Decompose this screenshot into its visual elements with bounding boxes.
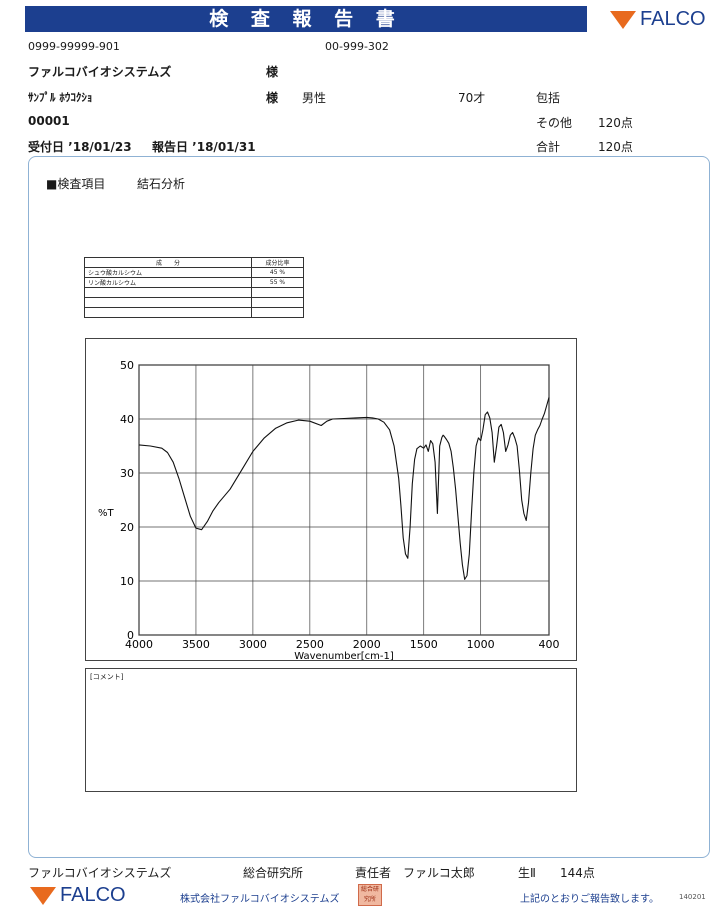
y-axis-label: %T: [98, 508, 115, 519]
total-points: 120点: [598, 140, 633, 154]
footer-item: 生Ⅱ: [518, 866, 536, 880]
comment-box: [コメント]: [85, 668, 577, 792]
client-code: 0999-99999-901: [28, 40, 120, 53]
spectrum-chart-frame: 4000 3500 3000 2500 2000 1500 1000 400 0 10 20 30 40…: [85, 338, 577, 662]
component-name: [84, 297, 252, 308]
x-tick-label: 400: [539, 638, 560, 651]
sample-name: ｻﾝﾌﾟﾙ ﾎｳｺｸｼｮ: [28, 91, 93, 104]
table-row: シュウ酸カルシウム 45 %: [84, 267, 304, 278]
comment-label: [コメント]: [90, 673, 124, 681]
x-tick-label: 4000: [125, 638, 153, 651]
spectrum-chart: 4000 3500 3000 2500 2000 1500 1000 400010203040…: [98, 359, 560, 662]
report-title: 検 査 報 告 書: [25, 6, 587, 32]
table-header-row: 成 分 成分比率: [84, 257, 304, 268]
y-tick-label: 50: [120, 359, 134, 372]
component-ratio: [251, 287, 304, 298]
y-tick-label: 0: [127, 629, 134, 642]
company-name: 株式会社ファルコバイオシステムズ: [180, 894, 340, 905]
responsible-label: 責任者: [355, 866, 392, 880]
responsible-name: ファルコ太郎: [403, 866, 475, 880]
patient-age: 70才: [458, 91, 486, 105]
component-ratio: [251, 297, 304, 308]
x-tick-label: 2000: [353, 638, 381, 651]
falco-mark-icon: [30, 886, 56, 905]
other-points: 120点: [598, 116, 633, 130]
y-tick-label: 10: [120, 575, 134, 588]
test-name: 結石分析: [137, 177, 186, 191]
y-tick-label: 30: [120, 467, 134, 480]
x-tick-label: 1000: [467, 638, 495, 651]
footer-brand: FALCO: [60, 884, 126, 906]
column-header-component: 成 分: [84, 257, 252, 268]
component-name: [84, 287, 252, 298]
table-row: [84, 287, 304, 298]
falco-mark-icon: [610, 10, 636, 29]
plot-area: [138, 364, 550, 636]
company-seal: 総合研究所: [358, 884, 382, 906]
spectrum-line: [138, 397, 550, 580]
results-frame: [28, 156, 710, 858]
other-label: その他: [536, 116, 573, 130]
reported-date: 報告日 ’18/01/31: [152, 140, 256, 154]
category-label: 包括: [536, 91, 561, 105]
table-row: [84, 307, 304, 318]
table-row: [84, 297, 304, 308]
table-row: リン酸カルシウム 55 %: [84, 277, 304, 288]
composition-table: 成 分 成分比率 シュウ酸カルシウム 45 % リン酸カルシウム 55 %: [84, 257, 304, 318]
footer-logo: FALCO: [30, 884, 126, 907]
x-tick-label: 2500: [296, 638, 324, 651]
client-suffix: 様: [266, 65, 279, 79]
comment-text: [86, 685, 576, 689]
footer-org: ファルコバイオシステムズ: [28, 866, 172, 880]
total-label: 合計: [536, 140, 561, 154]
x-tick-label: 3000: [239, 638, 267, 651]
y-tick-label: 40: [120, 413, 134, 426]
x-tick-label: 1500: [410, 638, 438, 651]
patient-sex: 男性: [302, 91, 327, 105]
report-code: 00-999-302: [325, 40, 389, 53]
component-name: リン酸カルシウム: [84, 277, 252, 288]
component-ratio: 45 %: [251, 267, 304, 278]
document-number: 140201: [679, 893, 706, 901]
component-name: シュウ酸カルシウム: [84, 267, 252, 278]
component-ratio: 55 %: [251, 277, 304, 288]
closing-notice: 上記のとおりご報告致します。: [520, 894, 659, 905]
record-id: 00001: [28, 114, 70, 128]
sample-suffix: 様: [266, 91, 279, 105]
component-name: [84, 307, 252, 318]
section-heading: ■検査項目: [46, 177, 106, 191]
client-name: ファルコバイオシステムズ: [28, 65, 172, 79]
x-tick-label: 3500: [182, 638, 210, 651]
brand-logo: FALCO: [610, 8, 706, 31]
component-ratio: [251, 307, 304, 318]
y-tick-label: 20: [120, 521, 134, 534]
footer-lab: 総合研究所: [243, 866, 304, 880]
received-date: 受付日 ’18/01/23: [28, 140, 132, 154]
brand-name: FALCO: [640, 8, 706, 30]
footer-item-points: 144点: [560, 866, 595, 880]
x-axis-label: Wavenumber[cm-1]: [294, 651, 394, 660]
column-header-ratio: 成分比率: [251, 257, 304, 268]
